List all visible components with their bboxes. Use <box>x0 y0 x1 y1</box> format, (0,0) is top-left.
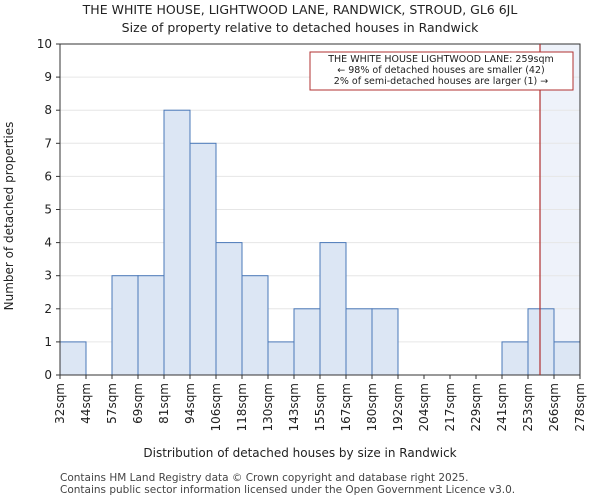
bar-143sqm <box>293 308 321 376</box>
x-tick-label: 69sqm <box>131 383 145 424</box>
bar-32sqm <box>59 341 87 376</box>
y-tick-label: 8 <box>44 103 52 117</box>
bar-130sqm <box>267 341 295 376</box>
bar-241sqm <box>501 341 529 376</box>
y-tick-label: 10 <box>37 37 52 51</box>
x-tick-label: 241sqm <box>495 383 509 431</box>
annotation-box: THE WHITE HOUSE LIGHTWOOD LANE: 259sqm ←… <box>309 51 574 91</box>
annotation-line1: THE WHITE HOUSE LIGHTWOOD LANE: 259sqm <box>327 54 554 65</box>
annotation-line2: ← 98% of detached houses are smaller (42… <box>337 65 544 76</box>
x-tick-label: 94sqm <box>183 383 197 424</box>
x-tick-label: 192sqm <box>391 383 405 431</box>
bar-81sqm <box>163 109 191 376</box>
bar-155sqm <box>319 242 347 376</box>
y-tick-label: 6 <box>44 169 52 183</box>
bars-group <box>59 109 581 376</box>
x-tick-label: 217sqm <box>443 383 457 431</box>
x-tick-label: 106sqm <box>209 383 223 431</box>
bar-253sqm <box>527 308 555 376</box>
bar-106sqm <box>215 242 243 376</box>
x-tick-label: 44sqm <box>79 383 93 424</box>
bar-69sqm <box>137 275 165 376</box>
x-tick-label: 266sqm <box>547 383 561 431</box>
x-tick-label: 253sqm <box>521 383 535 431</box>
chart-title-line2: Size of property relative to detached ho… <box>121 20 479 35</box>
x-tick-label: 180sqm <box>365 383 379 431</box>
x-tick-label: 81sqm <box>157 383 171 424</box>
y-tick-label: 2 <box>44 302 52 316</box>
y-tick-label: 9 <box>44 70 52 84</box>
x-tick-label: 229sqm <box>469 383 483 431</box>
bar-94sqm <box>189 142 217 376</box>
bar-266sqm <box>553 341 581 376</box>
footer-line2: Contains public sector information licen… <box>60 484 516 496</box>
x-tick-label: 57sqm <box>105 383 119 424</box>
x-tick-label: 118sqm <box>235 383 249 431</box>
y-axis-ticks: 0 1 2 3 4 5 6 7 8 9 10 <box>37 37 60 382</box>
y-tick-label: 4 <box>44 236 52 250</box>
x-tick-label: 143sqm <box>287 383 301 431</box>
x-axis-ticks: 32sqm 44sqm 57sqm 69sqm 81sqm 94sqm 106sqm 118s… <box>53 375 587 431</box>
x-tick-label: 204sqm <box>417 383 431 431</box>
x-tick-label: 130sqm <box>261 383 275 431</box>
x-tick-label: 167sqm <box>339 383 353 431</box>
x-tick-label: 278sqm <box>573 383 587 431</box>
chart-title-line1: THE WHITE HOUSE, LIGHTWOOD LANE, RANDWIC… <box>82 2 518 17</box>
bar-180sqm <box>371 308 399 376</box>
y-tick-label: 7 <box>44 136 52 150</box>
x-axis-label: Distribution of detached houses by size … <box>143 446 456 460</box>
y-tick-label: 0 <box>44 368 52 382</box>
y-tick-label: 1 <box>44 335 52 349</box>
annotation-line3: 2% of semi-detached houses are larger (1… <box>334 76 548 87</box>
y-tick-label: 5 <box>44 203 52 217</box>
y-axis-label: Number of detached properties <box>2 122 16 311</box>
x-tick-label: 155sqm <box>313 383 327 431</box>
x-tick-label: 32sqm <box>53 383 67 424</box>
bar-118sqm <box>241 275 269 376</box>
footer-line1: Contains HM Land Registry data © Crown c… <box>60 472 469 484</box>
y-tick-label: 3 <box>44 269 52 283</box>
bar-57sqm <box>111 275 139 376</box>
bar-167sqm <box>345 308 373 376</box>
